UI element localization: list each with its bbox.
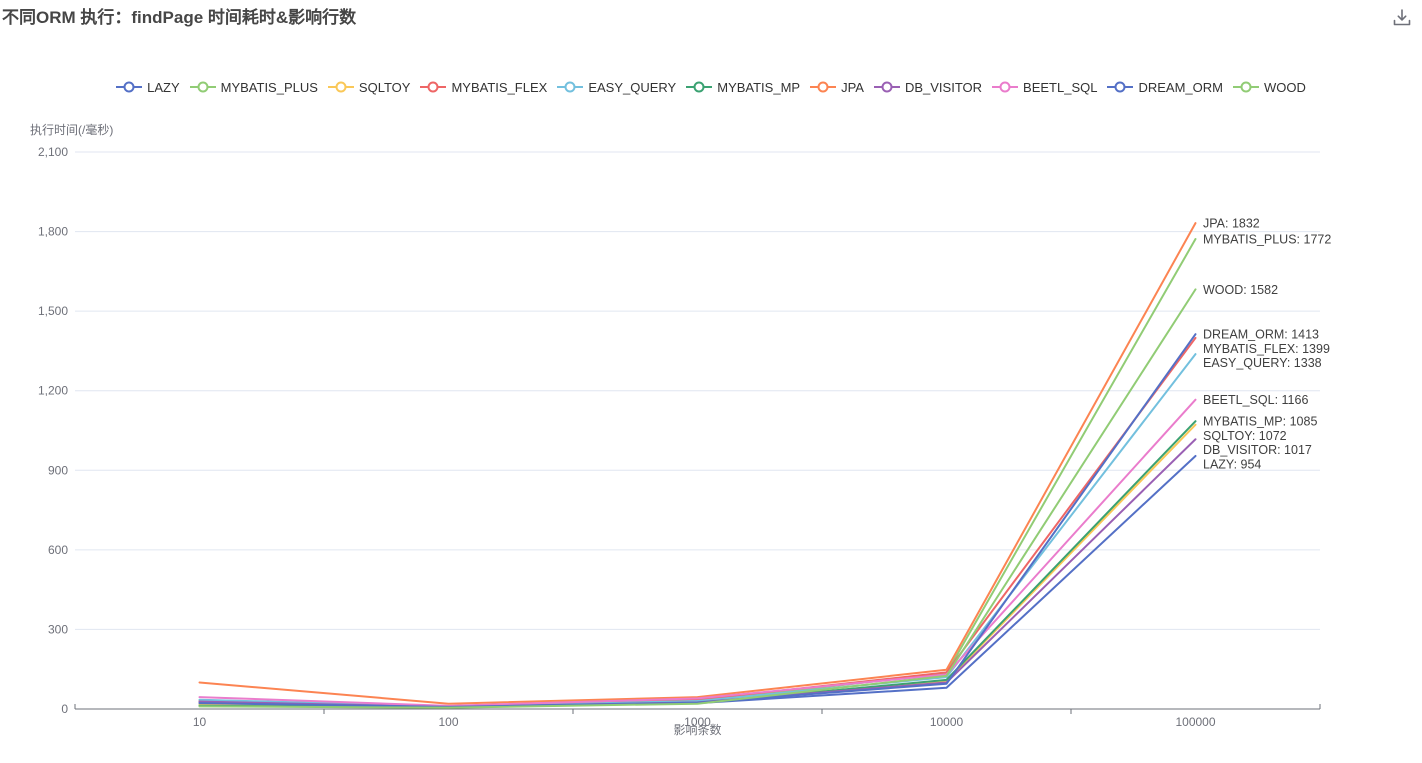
series-line-JPA[interactable] <box>198 222 1197 705</box>
series-end-label-LAZY: LAZY: 954 <box>1203 457 1261 471</box>
legend-label: BEETL_SQL <box>1023 79 1098 95</box>
legend-label: JPA <box>841 79 864 95</box>
download-icon <box>1393 9 1411 26</box>
series-line-EASY_QUERY[interactable] <box>198 353 1197 708</box>
series-end-label-EASY_QUERY: EASY_QUERY: 1338 <box>1203 356 1322 370</box>
series-end-label-JPA: JPA: 1832 <box>1203 217 1260 231</box>
x-axis-title: 影响条数 <box>673 723 722 737</box>
legend-item-MYBATIS_FLEX[interactable]: MYBATIS_FLEX <box>420 80 547 95</box>
legend-marker-icon <box>327 81 354 93</box>
legend-item-LAZY[interactable]: LAZY <box>116 80 180 95</box>
legend-marker-icon <box>1232 81 1259 93</box>
series-end-label-DB_VISITOR: DB_VISITOR: 1017 <box>1203 443 1312 457</box>
y-tick-label: 900 <box>48 463 68 477</box>
legend: LAZY MYBATIS_PLUS SQLTOY MYBATIS_FLEX EASY_Q… <box>0 76 1422 98</box>
legend-label: MYBATIS_MP <box>717 79 801 95</box>
series-end-label-SQLTOY: SQLTOY: 1072 <box>1203 429 1287 443</box>
chart-title: 不同ORM 执行：findPage 时间耗时&影响行数 <box>2 8 357 27</box>
x-tick-label: 100 <box>438 715 458 729</box>
series-end-label-DREAM_ORM: DREAM_ORM: 1413 <box>1203 328 1319 342</box>
legend-item-WOOD[interactable]: WOOD <box>1232 79 1306 95</box>
legend-marker-icon <box>873 81 900 93</box>
series-line-BEETL_SQL[interactable] <box>198 398 1197 707</box>
series-line-DREAM_ORM[interactable] <box>198 333 1197 708</box>
series-line-WOOD[interactable] <box>198 288 1197 709</box>
legend-label: MYBATIS_FLEX <box>451 79 548 95</box>
series-end-label-MYBATIS_FLEX: MYBATIS_FLEX: 1399 <box>1203 342 1330 356</box>
legend-marker-icon <box>189 81 216 93</box>
legend-item-EASY_QUERY[interactable]: EASY_QUERY <box>557 80 676 95</box>
series-line-DB_VISITOR[interactable] <box>198 438 1197 708</box>
legend-marker-icon <box>116 81 143 93</box>
legend-item-MYBATIS_MP[interactable]: MYBATIS_MP <box>686 80 800 95</box>
legend-item-BEETL_SQL[interactable]: BEETL_SQL <box>992 80 1097 95</box>
x-tick-label: 10 <box>193 715 207 729</box>
legend-label: SQLTOY <box>358 79 411 95</box>
legend-label: EASY_QUERY <box>588 79 677 95</box>
legend-item-JPA[interactable]: JPA <box>810 80 864 95</box>
series-end-label-BEETL_SQL: BEETL_SQL: 1166 <box>1203 393 1308 407</box>
x-tick-label: 100000 <box>1175 715 1215 729</box>
y-tick-label: 2,100 <box>38 145 68 159</box>
y-tick-label: 0 <box>61 702 68 716</box>
save-as-image-button[interactable] <box>1389 5 1415 31</box>
legend-marker-icon <box>420 81 447 93</box>
legend-marker-icon <box>686 81 713 93</box>
legend-label: MYBATIS_PLUS <box>220 79 318 95</box>
y-tick-label: 600 <box>48 543 68 557</box>
x-tick-label: 10000 <box>930 715 964 729</box>
legend-item-DB_VISITOR[interactable]: DB_VISITOR <box>873 79 983 95</box>
legend-label: LAZY <box>147 79 180 95</box>
x-tick-label: 1000 <box>684 715 711 729</box>
legend-marker-icon <box>810 81 837 93</box>
legend-item-SQLTOY[interactable]: SQLTOY <box>327 79 411 95</box>
y-tick-label: 1,800 <box>38 225 68 239</box>
legend-label: DB_VISITOR <box>904 79 983 95</box>
y-tick-label: 300 <box>48 622 68 636</box>
legend-item-DREAM_ORM[interactable]: DREAM_ORM <box>1107 80 1223 95</box>
series-end-label-WOOD: WOOD: 1582 <box>1203 283 1278 297</box>
series-line-LAZY[interactable] <box>198 454 1197 708</box>
y-tick-label: 1,200 <box>38 384 68 398</box>
series-line-MYBATIS_PLUS[interactable] <box>198 237 1197 709</box>
legend-label: WOOD <box>1263 79 1306 95</box>
legend-marker-icon <box>992 81 1019 93</box>
series-end-label-MYBATIS_PLUS: MYBATIS_PLUS: 1772 <box>1203 232 1331 246</box>
y-axis-title: 执行时间(/毫秒) <box>30 123 114 137</box>
legend-label: DREAM_ORM <box>1138 79 1223 95</box>
legend-marker-icon <box>557 81 584 93</box>
legend-item-MYBATIS_PLUS[interactable]: MYBATIS_PLUS <box>189 79 318 95</box>
legend-marker-icon <box>1107 81 1134 93</box>
series-end-label-MYBATIS_MP: MYBATIS_MP: 1085 <box>1203 415 1317 429</box>
y-tick-label: 1,500 <box>38 304 68 318</box>
